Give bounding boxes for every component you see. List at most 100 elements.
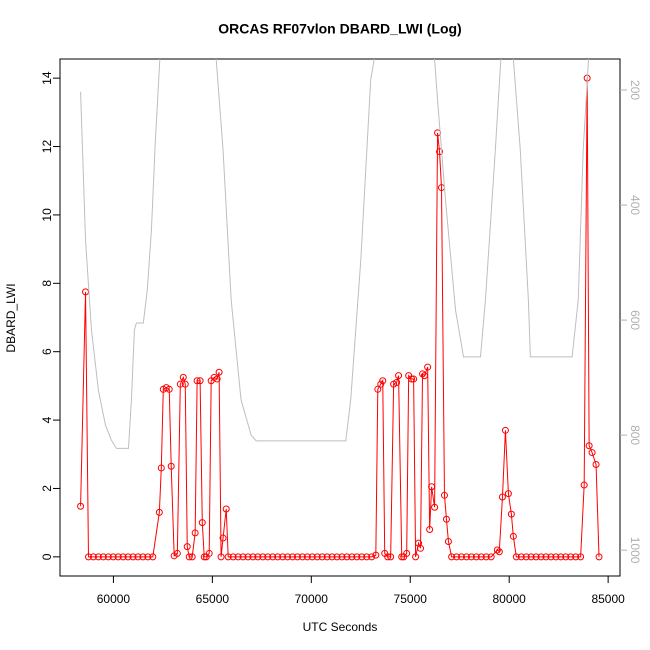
data-point [472, 553, 480, 561]
data-point [493, 546, 501, 554]
data-point [372, 551, 380, 559]
data-point [193, 377, 201, 385]
data-point [562, 553, 570, 561]
data-point [222, 505, 230, 513]
data-point [328, 553, 336, 561]
data-point [176, 380, 184, 388]
data-point [77, 502, 85, 510]
data-point [84, 553, 92, 561]
data-point [398, 553, 406, 561]
data-point [395, 372, 403, 380]
data-point [507, 510, 515, 518]
data-point [379, 377, 387, 385]
x-tick-label: 80000 [492, 592, 526, 606]
data-point [274, 553, 282, 561]
y2-tick-label: 400 [628, 195, 642, 215]
data-point [139, 553, 147, 561]
data-point [99, 553, 107, 561]
data-point [200, 553, 208, 561]
data-point [205, 549, 213, 557]
data-point [264, 553, 272, 561]
data-point [173, 549, 181, 557]
data-point [577, 553, 585, 561]
data-point [588, 449, 596, 457]
data-point [498, 493, 506, 501]
data-point [293, 553, 301, 561]
data-point [403, 549, 411, 557]
data-point [298, 553, 306, 561]
data-point [462, 553, 470, 561]
data-point [323, 553, 331, 561]
data-point [363, 553, 371, 561]
data-point [495, 548, 503, 556]
data-point [585, 442, 593, 450]
x-tick-label: 60000 [97, 592, 131, 606]
data-point [377, 380, 385, 388]
data-point [436, 148, 444, 156]
y-tick-label: 4 [40, 416, 54, 423]
data-point [595, 553, 603, 561]
data-point [410, 375, 418, 383]
y-axis-label: DBARD_LWI [4, 283, 18, 352]
y2-tick-label: 200 [628, 80, 642, 100]
data-point [477, 553, 485, 561]
data-point [313, 553, 321, 561]
data-point [165, 385, 173, 393]
data-point [428, 483, 436, 491]
data-point [567, 553, 575, 561]
data-point [308, 553, 316, 561]
data-point [124, 553, 132, 561]
y-tick-label: 14 [40, 71, 54, 85]
data-point [114, 553, 122, 561]
data-point [155, 508, 163, 516]
data-point [181, 380, 189, 388]
data-point [440, 491, 448, 499]
data-point [353, 553, 361, 561]
data-point [185, 553, 193, 561]
data-point [393, 378, 401, 386]
y-tick-label: 8 [40, 280, 54, 287]
x-axis-label: UTC Seconds [303, 620, 378, 634]
data-point [254, 553, 262, 561]
x-tick-label: 70000 [295, 592, 329, 606]
data-point [572, 553, 580, 561]
data-point [532, 553, 540, 561]
data-point [129, 553, 137, 561]
plot-area [77, 59, 603, 561]
data-point [426, 525, 434, 533]
data-point [504, 490, 512, 498]
data-point [517, 553, 525, 561]
data-point [244, 553, 252, 561]
data-point [338, 553, 346, 561]
y-tick-label: 2 [40, 485, 54, 492]
data-point [552, 553, 560, 561]
data-point [537, 553, 545, 561]
data-point [333, 553, 341, 561]
y2-tick-label: 1000 [628, 537, 642, 564]
data-point [284, 553, 292, 561]
data-point [557, 553, 565, 561]
data-point [224, 553, 232, 561]
data-point [239, 553, 247, 561]
plot-frame [59, 58, 621, 577]
y2-tick-label: 800 [628, 425, 642, 445]
data-point [269, 553, 277, 561]
data-point [318, 553, 326, 561]
data-point [196, 377, 204, 385]
data-point [348, 553, 356, 561]
data-point [424, 363, 432, 371]
data-point [408, 375, 416, 383]
data-point [289, 553, 297, 561]
y-tick-label: 0 [40, 553, 54, 560]
data-point [343, 553, 351, 561]
data-point [580, 481, 588, 489]
data-point [188, 553, 196, 561]
data-point [119, 553, 127, 561]
data-point [384, 553, 392, 561]
data-point [527, 553, 535, 561]
data-point [198, 519, 206, 527]
data-point [501, 426, 509, 434]
data-point [149, 553, 157, 561]
data-point [217, 553, 225, 561]
